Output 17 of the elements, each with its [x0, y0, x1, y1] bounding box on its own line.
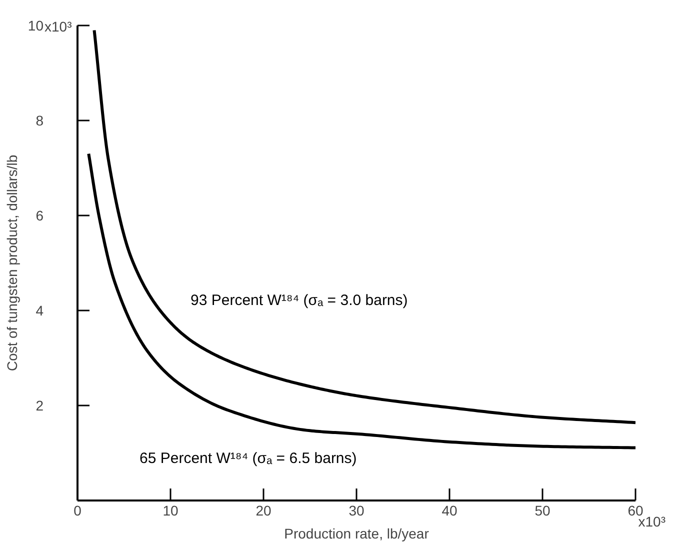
text: x10³ [44, 18, 72, 34]
y-tick-label: 2 [36, 398, 44, 414]
x-tick-label: 40 [442, 502, 458, 518]
x-tick-label: 20 [256, 502, 272, 518]
x-tick-label: 0 [74, 502, 82, 518]
annotation: 93 Percent W¹⁸⁴ (σₐ = 3.0 barns) [190, 292, 408, 309]
y-tick-label: 6 [36, 208, 44, 224]
y-tick-label: 10 [28, 18, 44, 34]
x-tick-label: 30 [348, 502, 364, 518]
y-tick-label: 4 [36, 302, 44, 318]
annotation: 65 Percent W¹⁸⁴ (σₐ = 6.5 barns) [140, 450, 357, 467]
y-tick-label: 8 [36, 112, 44, 128]
y-axis-title: Cost of tungsten product, dollars/lb [4, 154, 20, 372]
x-tick-label: 10 [162, 502, 178, 518]
x-axis-title: Production rate, lb/year [284, 526, 430, 542]
x-tick-label: 50 [534, 502, 550, 518]
x-tick-label: 60 [628, 502, 644, 518]
